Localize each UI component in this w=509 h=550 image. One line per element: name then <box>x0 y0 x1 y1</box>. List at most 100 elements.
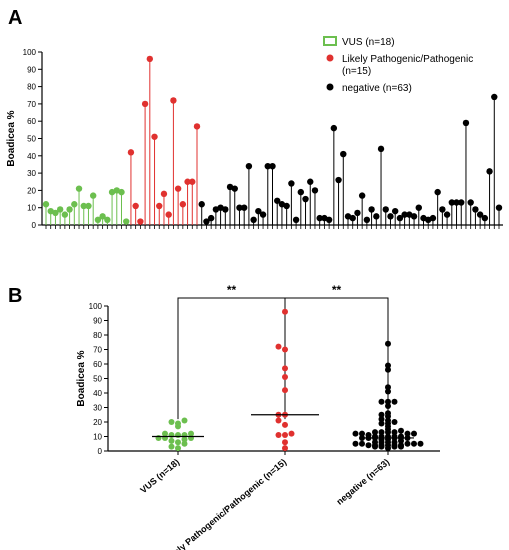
lollipop-point <box>415 204 422 211</box>
lollipop-point <box>240 204 248 211</box>
significance-label: ** <box>332 283 342 297</box>
panel-b-dot-plot: 0 10 20 30 40 50 60 70 80 90 100 Boadicea % VUS (n=1… <box>76 283 440 550</box>
dot-point <box>365 432 372 439</box>
dot-point <box>282 346 288 353</box>
lollipop-point <box>429 214 437 222</box>
dot-point <box>282 374 288 381</box>
dot-point <box>162 430 168 437</box>
lollipop-point <box>170 97 177 104</box>
y-tick-label-a: 20 <box>27 186 36 195</box>
lollipop-point <box>85 202 92 210</box>
dot-point <box>155 434 162 441</box>
lollipop-point <box>325 216 333 224</box>
panel-label-b: B <box>8 285 22 307</box>
lollipop-point <box>382 206 389 213</box>
dot-point <box>391 439 398 446</box>
dot-point <box>372 439 378 446</box>
y-tick-label-b: 50 <box>93 375 102 384</box>
lollipop-point <box>330 124 338 132</box>
lollipop-point <box>104 216 111 224</box>
lollipop-point <box>453 199 460 206</box>
y-tick-label-b: 10 <box>93 433 102 442</box>
dot-point <box>385 362 391 369</box>
lollipop-point <box>193 123 201 130</box>
dot-point <box>282 439 288 446</box>
dot-point <box>352 440 359 447</box>
lollipop-point <box>123 218 130 225</box>
lollipop-point <box>198 201 205 208</box>
dot-point <box>168 437 175 444</box>
dot-point <box>391 419 398 425</box>
y-tick-label-a: 10 <box>27 204 36 213</box>
y-tick-label-b: 0 <box>98 447 103 456</box>
lollipop-point <box>340 150 347 158</box>
legend-label-cont: (n=15) <box>342 66 371 77</box>
dot-point <box>175 420 181 427</box>
lollipop-point <box>368 206 375 213</box>
dot-point <box>411 440 417 447</box>
lollipop-point <box>66 206 73 213</box>
category-label: Likely Pathogenic/Pathogenic (n=15) <box>162 457 289 550</box>
dot-point <box>188 430 194 437</box>
lollipop-point <box>443 211 451 218</box>
lollipop-point <box>269 162 276 170</box>
dot-point <box>181 417 188 424</box>
lollipop-point <box>401 211 408 218</box>
lollipop-point <box>377 145 385 153</box>
dot-point <box>398 433 404 440</box>
y-tick-label-b: 70 <box>93 346 102 355</box>
lollipop-point <box>311 187 319 194</box>
dot-point <box>275 432 282 439</box>
lollipop-point <box>292 216 300 224</box>
dot-point <box>275 417 282 424</box>
lollipop-point <box>495 204 503 211</box>
dot-point <box>398 442 404 449</box>
dot-point <box>282 308 288 315</box>
lollipop-point <box>434 188 441 196</box>
lollipop-point <box>335 176 342 184</box>
dot-point <box>385 366 391 373</box>
lollipop-point <box>118 188 125 196</box>
lollipop-point <box>165 211 172 218</box>
panel-label-a: A <box>8 7 22 29</box>
dot-point <box>385 398 391 405</box>
lollipop-point <box>127 149 135 156</box>
dot-point <box>385 384 391 391</box>
lollipop-point <box>189 178 196 185</box>
lollipop-point <box>307 178 314 185</box>
lollipop-point <box>137 218 144 225</box>
y-axis-title-a: Boadicea % <box>6 110 17 166</box>
legend-label: Likely Pathogenic/Pathogenic <box>342 54 473 65</box>
lollipop-point <box>448 199 456 206</box>
dot-point <box>282 387 288 394</box>
y-tick-label-a: 100 <box>23 48 37 57</box>
lollipop-point <box>132 202 139 210</box>
y-tick-label-b: 90 <box>93 317 102 326</box>
y-tick-label-a: 50 <box>27 135 36 144</box>
lollipop-point <box>89 192 97 199</box>
lollipop-point <box>236 204 243 211</box>
lollipop-point <box>302 195 309 203</box>
lollipop-point <box>160 190 168 198</box>
significance-bracket <box>177 297 286 420</box>
lollipop-point <box>207 214 215 222</box>
lollipop-point <box>264 162 271 170</box>
category-label: negative (n=63) <box>334 457 391 507</box>
legend-marker <box>326 83 334 91</box>
dot-point <box>282 421 288 428</box>
y-tick-label-a: 0 <box>32 221 37 230</box>
dot-point <box>385 388 391 395</box>
lollipop-point <box>80 202 87 210</box>
legend-label: negative (n=63) <box>342 83 412 94</box>
dot-point <box>385 340 391 347</box>
dot-point <box>378 398 385 405</box>
lollipop-point <box>467 199 474 206</box>
y-tick-label-b: 60 <box>93 360 102 369</box>
lollipop-point <box>387 213 394 220</box>
lollipop-point <box>222 206 229 213</box>
dot-point <box>181 432 188 439</box>
dot-point <box>359 430 365 437</box>
dot-point <box>175 432 181 439</box>
dot-point <box>404 430 411 437</box>
